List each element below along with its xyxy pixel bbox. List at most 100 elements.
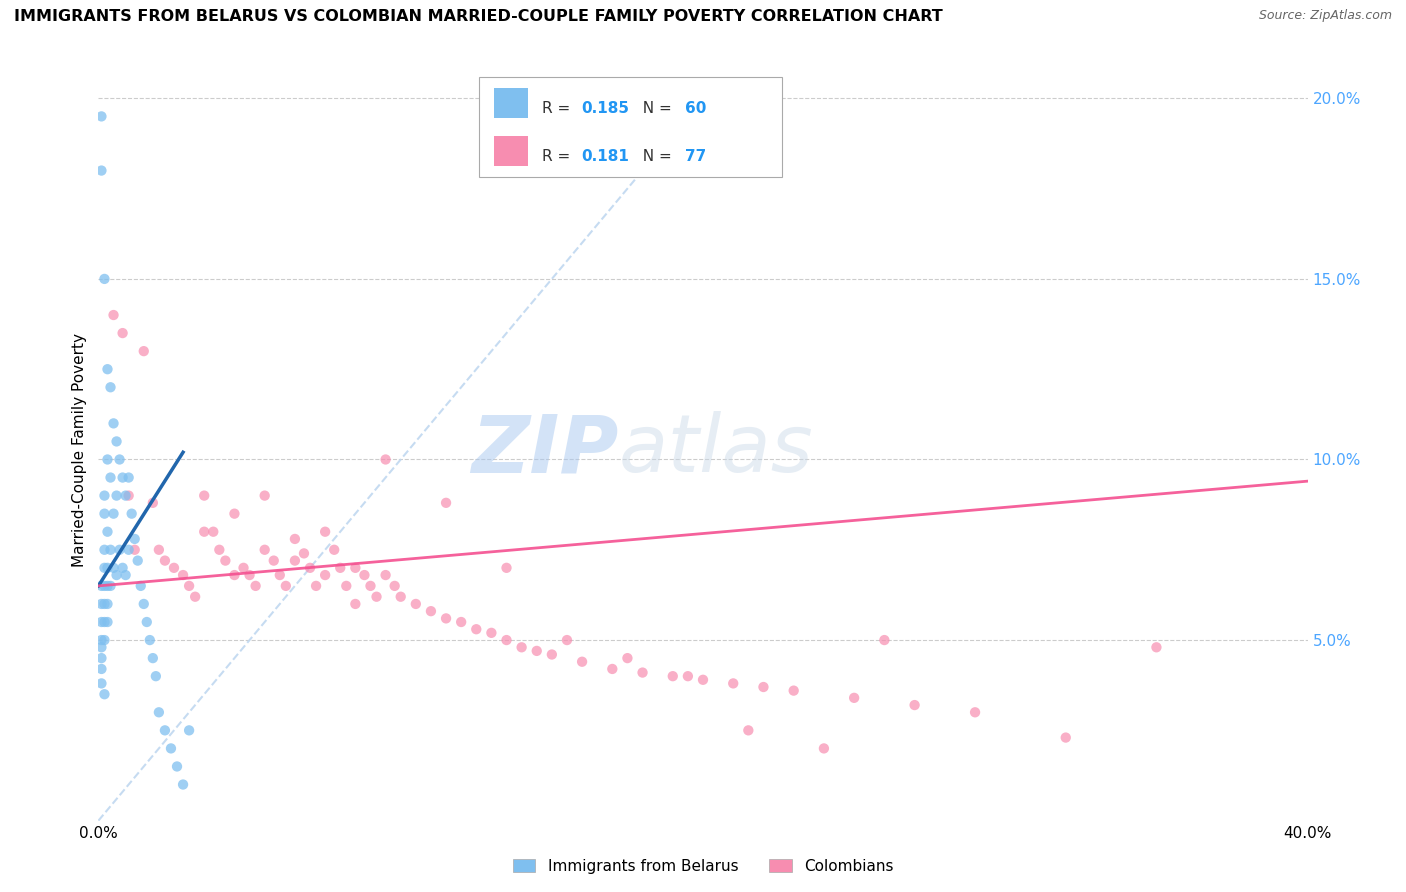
Point xyxy=(111,470,134,484)
Point xyxy=(142,651,165,665)
Point xyxy=(692,673,714,687)
Point xyxy=(103,561,125,575)
Point xyxy=(100,579,122,593)
Point xyxy=(90,676,112,690)
Point xyxy=(90,662,112,676)
Point xyxy=(434,611,457,625)
Point xyxy=(93,579,115,593)
Point xyxy=(284,553,307,567)
Point xyxy=(783,683,806,698)
Text: 0.185: 0.185 xyxy=(581,101,628,116)
Point xyxy=(93,542,115,557)
Point xyxy=(193,489,215,503)
Point xyxy=(103,507,125,521)
Text: ZIP: ZIP xyxy=(471,411,619,490)
Point xyxy=(374,568,396,582)
Point xyxy=(540,648,562,662)
Point xyxy=(224,507,246,521)
Point xyxy=(103,308,125,322)
Point xyxy=(344,597,367,611)
Point xyxy=(292,546,315,560)
Point xyxy=(179,723,201,738)
Point xyxy=(93,272,115,286)
Point xyxy=(103,417,125,431)
Point xyxy=(93,561,115,575)
Point xyxy=(374,452,396,467)
Point xyxy=(253,542,276,557)
Point xyxy=(305,579,328,593)
Point xyxy=(90,597,112,611)
Text: R =: R = xyxy=(543,149,575,164)
Point xyxy=(93,597,115,611)
Point xyxy=(96,579,118,593)
Point xyxy=(389,590,412,604)
Point xyxy=(616,651,638,665)
FancyBboxPatch shape xyxy=(479,77,782,177)
Point xyxy=(124,532,146,546)
Point xyxy=(105,489,128,503)
Point xyxy=(420,604,443,618)
Point xyxy=(224,568,246,582)
Text: N =: N = xyxy=(633,101,676,116)
Point xyxy=(495,561,517,575)
Point xyxy=(571,655,593,669)
Point xyxy=(90,579,112,593)
Point xyxy=(124,542,146,557)
Point xyxy=(844,690,866,705)
Point xyxy=(96,452,118,467)
Point xyxy=(142,496,165,510)
Point xyxy=(965,706,987,720)
Point xyxy=(153,723,176,738)
Point xyxy=(405,597,427,611)
Point xyxy=(208,542,231,557)
FancyBboxPatch shape xyxy=(494,136,527,166)
Point xyxy=(314,524,336,539)
Point xyxy=(239,568,262,582)
Text: 77: 77 xyxy=(685,149,706,164)
Text: Source: ZipAtlas.com: Source: ZipAtlas.com xyxy=(1258,9,1392,22)
Point xyxy=(118,470,141,484)
Point xyxy=(263,553,285,567)
Point xyxy=(145,669,167,683)
Point xyxy=(274,579,297,593)
Point xyxy=(323,542,346,557)
Point xyxy=(105,568,128,582)
Legend: Immigrants from Belarus, Colombians: Immigrants from Belarus, Colombians xyxy=(506,853,900,880)
Point xyxy=(737,723,759,738)
Point xyxy=(360,579,382,593)
Point xyxy=(450,615,472,629)
Point xyxy=(179,579,201,593)
Point xyxy=(90,615,112,629)
Point xyxy=(160,741,183,756)
Text: R =: R = xyxy=(543,101,575,116)
Point xyxy=(232,561,254,575)
Point xyxy=(163,561,186,575)
Point xyxy=(132,597,155,611)
Point xyxy=(105,434,128,449)
Text: 60: 60 xyxy=(685,101,706,116)
Point xyxy=(108,542,131,557)
Point xyxy=(96,597,118,611)
Point xyxy=(1054,731,1077,745)
Point xyxy=(96,524,118,539)
Point xyxy=(118,542,141,557)
Text: N =: N = xyxy=(633,149,676,164)
Point xyxy=(148,706,170,720)
Point xyxy=(335,579,357,593)
Point xyxy=(873,633,896,648)
Point xyxy=(510,640,533,655)
Point xyxy=(1144,640,1167,655)
Text: atlas: atlas xyxy=(619,411,813,490)
Point xyxy=(132,344,155,359)
Point xyxy=(114,489,136,503)
Point xyxy=(90,640,112,655)
Point xyxy=(384,579,406,593)
Point xyxy=(90,633,112,648)
Point xyxy=(139,633,162,648)
Point xyxy=(166,759,188,773)
Text: IMMIGRANTS FROM BELARUS VS COLOMBIAN MARRIED-COUPLE FAMILY POVERTY CORRELATION C: IMMIGRANTS FROM BELARUS VS COLOMBIAN MAR… xyxy=(14,9,943,24)
Point xyxy=(96,362,118,376)
Point xyxy=(314,568,336,582)
Point xyxy=(108,452,131,467)
Point xyxy=(96,615,118,629)
